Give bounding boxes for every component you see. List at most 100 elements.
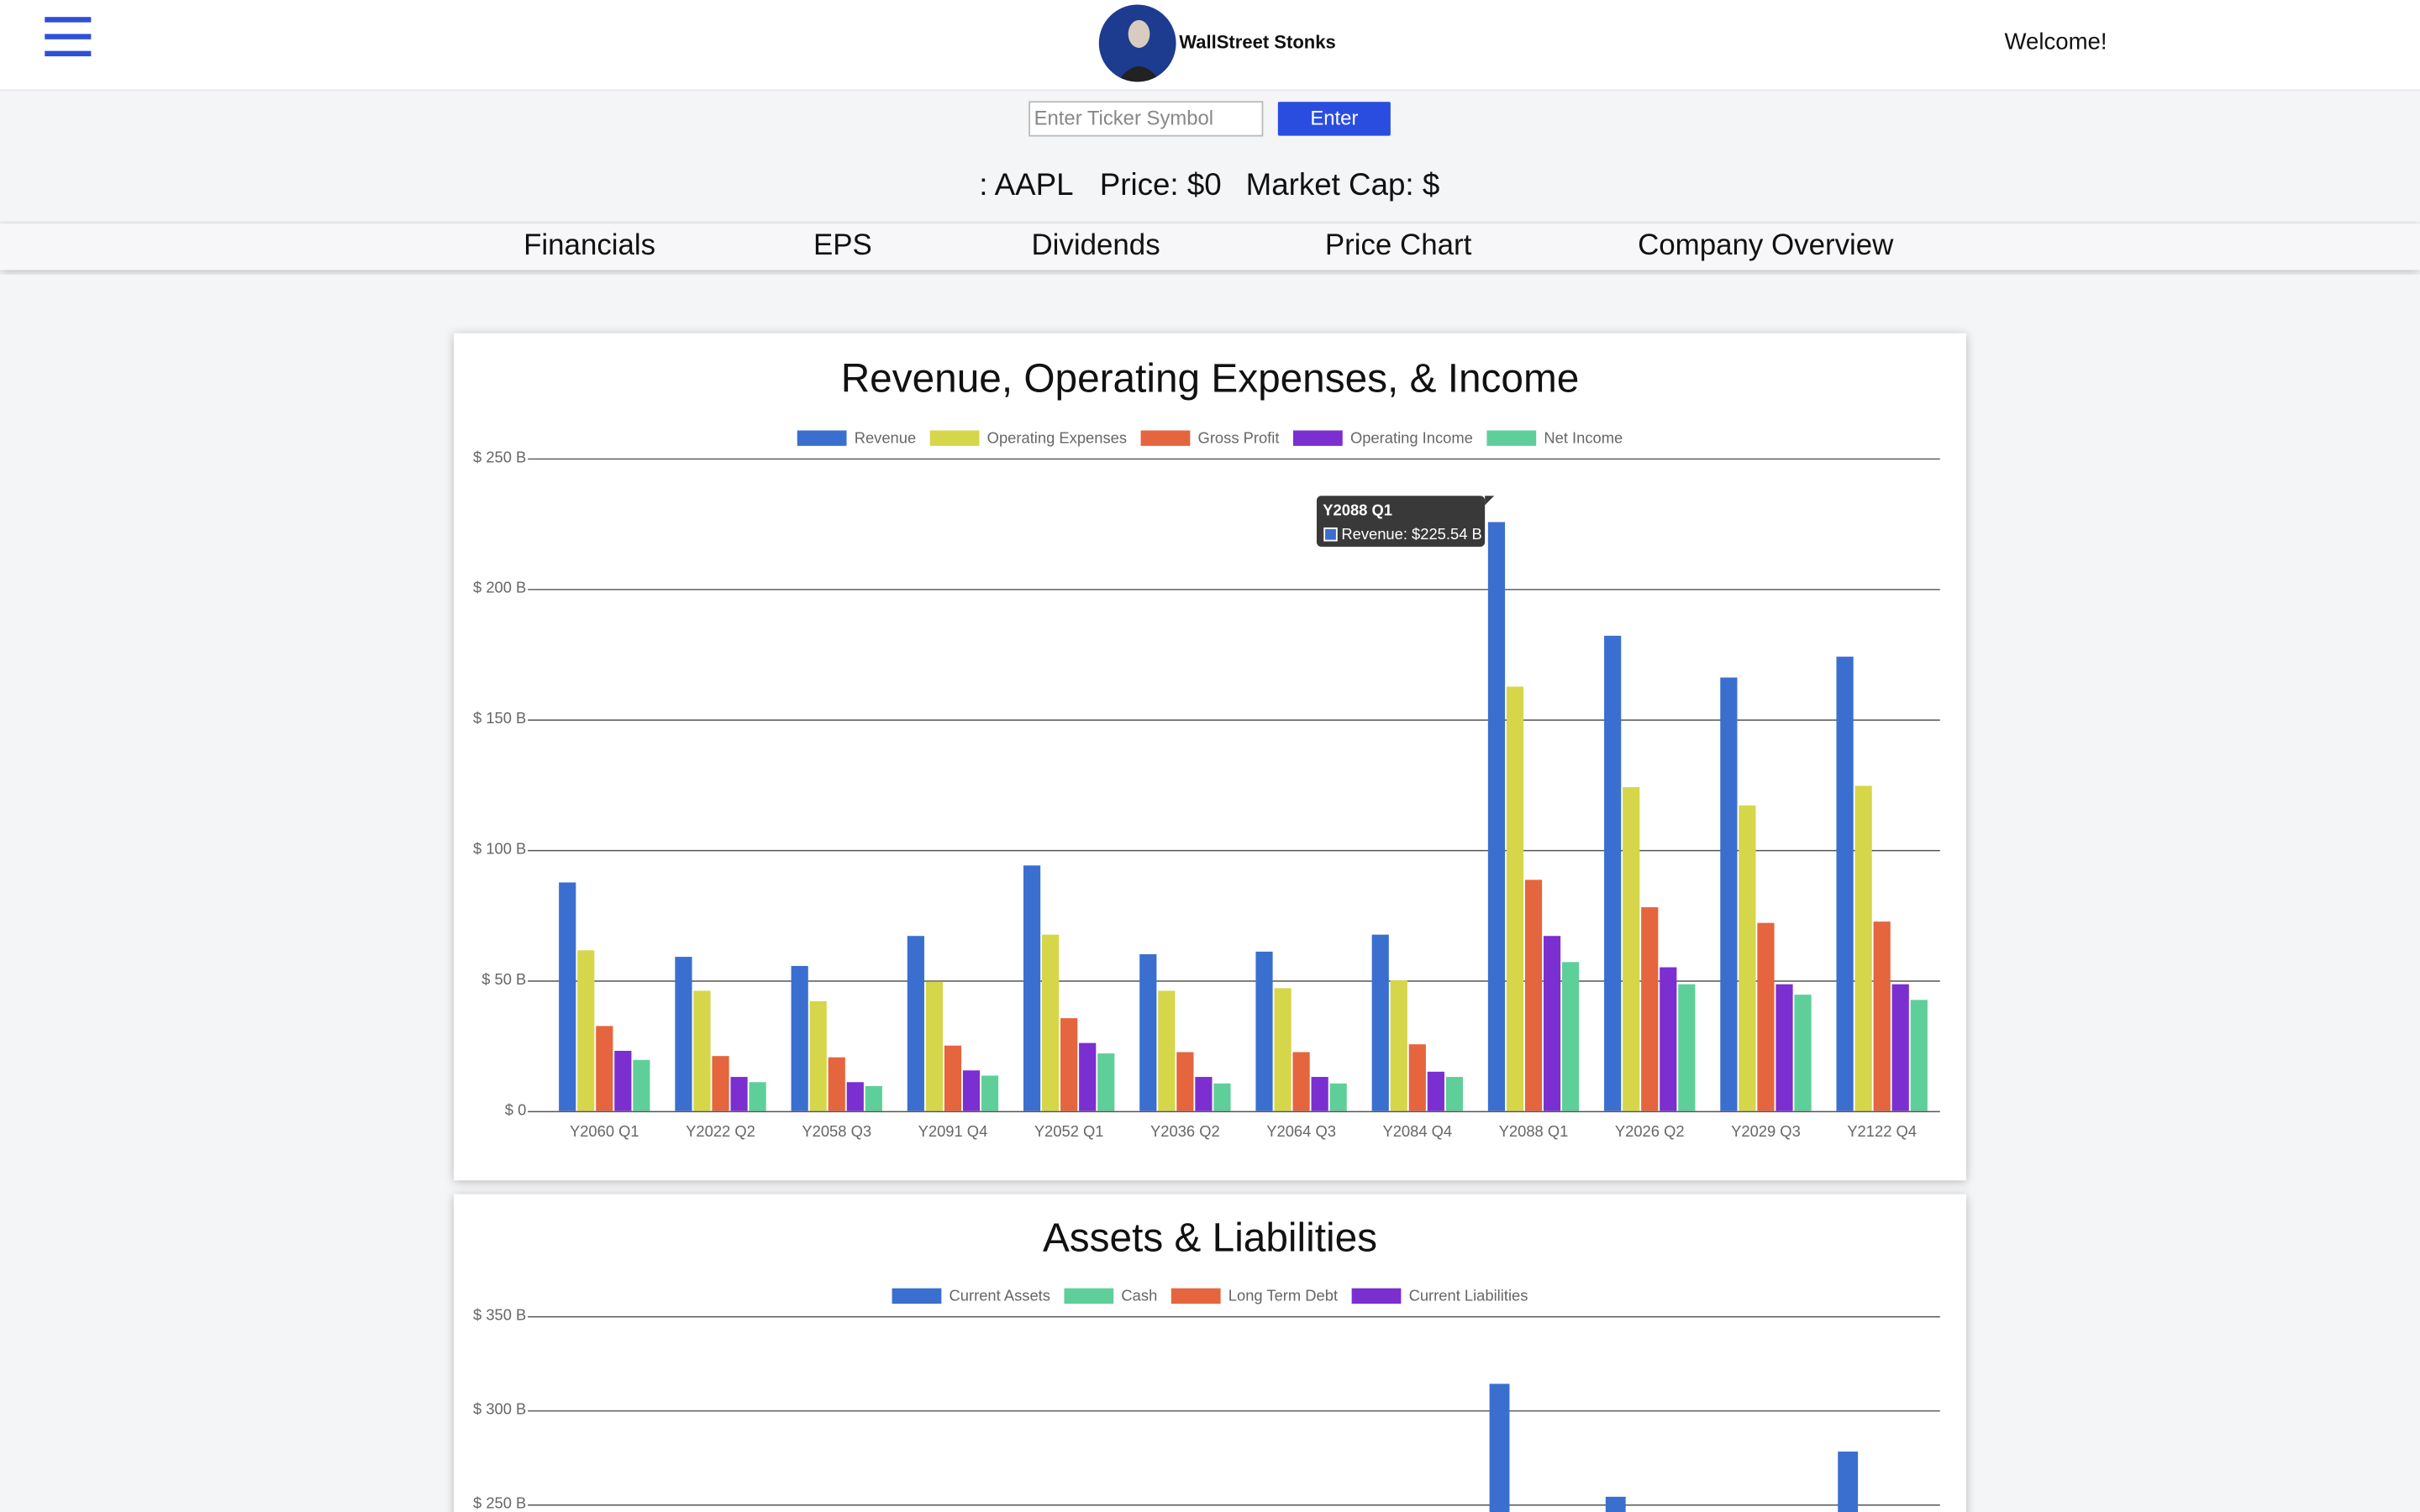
y-tick-label: $ 0	[505, 1100, 527, 1118]
bar[interactable]	[1543, 936, 1561, 1111]
bar[interactable]	[596, 1026, 613, 1111]
bar[interactable]	[828, 1057, 845, 1111]
bar[interactable]	[1720, 677, 1738, 1111]
legend-swatch	[1171, 1288, 1221, 1305]
bar[interactable]	[577, 950, 595, 1111]
bar[interactable]	[1524, 879, 1543, 1111]
bar[interactable]	[1274, 988, 1292, 1111]
bar[interactable]	[614, 1050, 632, 1111]
nav-tab[interactable]: Dividends	[1032, 228, 1160, 261]
bar[interactable]	[1195, 1077, 1213, 1111]
nav-tab[interactable]: EPS	[813, 228, 872, 261]
bar[interactable]	[1910, 1000, 1928, 1111]
x-tick-label: Y2058 Q3	[802, 1122, 871, 1140]
enter-button[interactable]	[1277, 102, 1391, 136]
bar[interactable]	[1623, 787, 1640, 1111]
ticker-placeholder: Enter Ticker Symbol	[1034, 108, 1213, 130]
bar[interactable]	[907, 936, 924, 1111]
x-tick-label: Y2029 Q3	[1731, 1122, 1801, 1140]
bar[interactable]	[1329, 1083, 1347, 1111]
bar[interactable]	[559, 882, 576, 1111]
legend-swatch	[1351, 1288, 1402, 1305]
bar[interactable]	[1489, 1383, 1510, 1512]
bar[interactable]	[1292, 1052, 1310, 1111]
chart-card: Revenue, Operating Expenses, & Income $ 0…	[454, 333, 1966, 1181]
bar[interactable]	[1213, 1083, 1231, 1111]
tooltip-swatch	[1323, 527, 1338, 542]
bar[interactable]	[1739, 805, 1756, 1111]
nav-tab[interactable]: Financials	[523, 228, 655, 261]
legend-label: Operating Expenses	[987, 428, 1127, 446]
bar[interactable]	[1641, 907, 1659, 1111]
welcome: Welcome!	[2005, 29, 2107, 55]
bar[interactable]	[730, 1077, 748, 1111]
x-tick-label: Y2022 Q2	[686, 1122, 755, 1140]
bar[interactable]	[1678, 984, 1696, 1111]
tooltip-caret	[1485, 496, 1495, 506]
nav-tab[interactable]: Company Overview	[1638, 228, 1894, 261]
legend-swatch	[929, 430, 980, 446]
tooltip-box	[1316, 496, 1486, 547]
quote-price: Price: $0	[1100, 167, 1222, 202]
bar[interactable]	[1408, 1044, 1426, 1111]
bar[interactable]	[1060, 1018, 1078, 1111]
bar[interactable]	[1562, 962, 1580, 1111]
bar[interactable]	[1757, 922, 1775, 1111]
quote-market-cap: Market Cap: $	[1246, 167, 1440, 202]
bar[interactable]	[749, 1082, 766, 1111]
legend-label: Current Assets	[950, 1287, 1050, 1305]
nav-tab[interactable]: Price Chart	[1325, 228, 1472, 261]
bar[interactable]	[1838, 1452, 1859, 1512]
bar[interactable]	[1487, 522, 1506, 1111]
x-tick-label: Y2091 Q4	[918, 1122, 988, 1140]
bar[interactable]	[846, 1082, 864, 1111]
x-tick-label: Y2088 Q1	[1499, 1122, 1569, 1140]
bar[interactable]	[925, 981, 944, 1111]
quote-symbol: : AAPL	[979, 167, 1073, 202]
bar[interactable]	[633, 1059, 650, 1111]
bar[interactable]	[1873, 921, 1891, 1111]
bar[interactable]	[1158, 990, 1176, 1111]
y-tick-label: $ 100 B	[473, 840, 526, 858]
bar[interactable]	[1255, 951, 1273, 1111]
bar[interactable]	[693, 990, 711, 1111]
bar[interactable]	[1445, 1077, 1463, 1111]
bar[interactable]	[1854, 785, 1872, 1111]
menu-button[interactable]	[45, 17, 92, 57]
bar[interactable]	[1097, 1053, 1115, 1111]
legend: Current Assets Cash Long Term Debt Current …	[892, 1287, 1528, 1305]
bar[interactable]	[1836, 656, 1854, 1111]
bar[interactable]	[1390, 980, 1407, 1111]
menu-bar	[45, 50, 92, 57]
bar[interactable]	[1139, 953, 1157, 1111]
bar[interactable]	[1794, 995, 1812, 1111]
bar[interactable]	[1023, 865, 1041, 1111]
bar[interactable]	[1891, 984, 1909, 1111]
menu-bar	[45, 17, 92, 23]
bar[interactable]	[1776, 984, 1793, 1111]
bar[interactable]	[1604, 635, 1622, 1111]
bar[interactable]	[944, 1045, 962, 1111]
bar[interactable]	[1427, 1071, 1444, 1111]
legend-swatch	[1292, 430, 1343, 446]
x-tick-label: Y2052 Q1	[1034, 1122, 1104, 1140]
bar[interactable]	[1176, 1052, 1194, 1111]
bar[interactable]	[809, 1000, 827, 1111]
bar[interactable]	[1371, 934, 1389, 1111]
bar[interactable]	[791, 965, 808, 1111]
bar[interactable]	[865, 1085, 882, 1111]
bar[interactable]	[1079, 1042, 1097, 1111]
bar[interactable]	[1042, 934, 1060, 1111]
bar[interactable]	[1506, 686, 1524, 1111]
ticker-input[interactable]	[1028, 101, 1264, 137]
chart-title: Assets & Liabilities	[1043, 1215, 1377, 1260]
bar[interactable]	[981, 1075, 999, 1111]
chart-card: Assets & Liabilities $ 250 B $ 300 B $ 350 …	[454, 1194, 1966, 1512]
bar[interactable]	[1660, 967, 1677, 1111]
bar[interactable]	[712, 1056, 729, 1111]
bar[interactable]	[962, 1070, 981, 1111]
bar[interactable]	[675, 957, 692, 1111]
bar[interactable]	[1311, 1077, 1328, 1111]
bar[interactable]	[1605, 1496, 1626, 1512]
